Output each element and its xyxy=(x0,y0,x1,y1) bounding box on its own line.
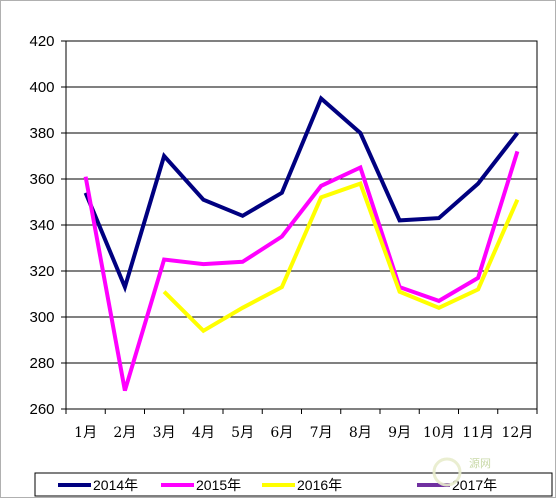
y-tick-label: 320 xyxy=(29,263,54,280)
x-tick-label: 11月 xyxy=(462,425,494,441)
y-tick-label: 360 xyxy=(29,171,54,188)
y-tick-label: 380 xyxy=(29,125,54,142)
x-tick-label: 8月 xyxy=(349,425,372,441)
x-tick-label: 9月 xyxy=(388,425,411,441)
x-axis: 1月 2月 3月 4月 5月 6月 7月 8月 9月 10月 11月 12月 xyxy=(66,409,537,441)
x-tick-label: 2月 xyxy=(113,425,136,441)
x-tick-label: 4月 xyxy=(192,425,215,441)
legend-label: 2016年 xyxy=(297,477,342,493)
y-tick-label: 280 xyxy=(29,355,54,372)
y-tick-label: 300 xyxy=(29,309,54,326)
legend-label: 2015年 xyxy=(196,477,241,493)
y-tick-label: 340 xyxy=(29,217,54,234)
x-tick-label: 1月 xyxy=(74,425,97,441)
watermark-text: 源网 xyxy=(469,456,491,470)
y-tick-label: 400 xyxy=(29,79,54,96)
x-tick-label: 12月 xyxy=(501,425,533,441)
x-tick-label: 6月 xyxy=(270,425,293,441)
x-tick-label: 7月 xyxy=(310,425,333,441)
x-tick-label: 3月 xyxy=(153,425,176,441)
y-tick-label: 420 xyxy=(29,33,54,50)
y-tick-label: 260 xyxy=(29,401,54,418)
legend-label: 2014年 xyxy=(93,477,138,493)
x-tick-label: 5月 xyxy=(231,425,254,441)
y-axis: 260 280 300 320 340 360 380 400 420 xyxy=(29,33,66,418)
x-tick-label: 10月 xyxy=(423,425,455,441)
